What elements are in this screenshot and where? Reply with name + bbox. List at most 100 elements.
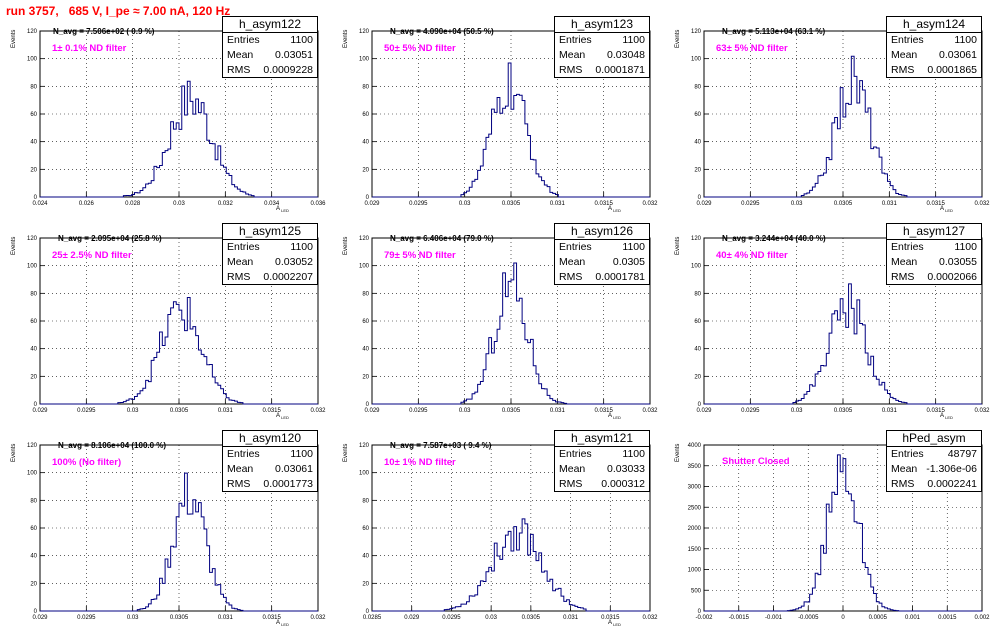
x-tick-label: 0.0285 xyxy=(363,615,382,621)
y-tick-label: 4000 xyxy=(688,443,702,449)
histogram-pad-h_asym121: 0.0285 0.029 0.0295 0.03 0.0305 0.031 0.0315 0.… xyxy=(332,428,664,635)
x-tick-label: 0.029 xyxy=(364,201,380,207)
stats-key: Mean xyxy=(227,256,254,268)
stats-key: Entries xyxy=(227,241,260,253)
y-tick-label: 3000 xyxy=(688,485,702,491)
y-axis-label: Events xyxy=(675,443,681,462)
stats-row-mean: Mean 0.03052 xyxy=(223,255,317,270)
stats-key: Mean xyxy=(227,49,254,61)
navg-label: N_avg = 2.095e+04 (25.8 %) xyxy=(58,234,162,243)
y-tick-label: 20 xyxy=(30,374,37,380)
stats-key: RMS xyxy=(227,271,251,283)
x-axis-label: A LED xyxy=(608,413,621,421)
y-tick-label: 60 xyxy=(30,526,37,532)
stats-box: h_asym120 Entries 1100 Mean 0.03061 RMS 0.0001… xyxy=(222,430,318,492)
y-tick-label: 60 xyxy=(362,526,369,532)
stats-row-mean: Mean 0.03061 xyxy=(223,462,317,477)
y-tick-label: 0 xyxy=(34,402,38,408)
run-header: run 3757, 685 V, I_pe ≈ 7.00 nA, 120 Hz xyxy=(6,4,231,18)
histogram-line xyxy=(704,283,982,405)
y-tick-label: 120 xyxy=(691,29,702,35)
x-tick-label: 0.0315 xyxy=(262,408,281,414)
stats-key: Mean xyxy=(891,49,918,61)
stats-key: Entries xyxy=(891,34,924,46)
filter-label: 40± 4% ND filter xyxy=(716,250,788,261)
x-tick-label: 0.03 xyxy=(173,201,185,207)
y-tick-label: 2500 xyxy=(688,505,702,511)
x-tick-label: 0.0305 xyxy=(834,408,853,414)
histogram-grid: 0.024 0.026 0.028 0.03 0.032 0.034 0.036 0 20 40 6… xyxy=(11,14,996,627)
navg-label: N_avg = 5.113e+04 (63.1 %) xyxy=(722,27,826,36)
histogram-pad-h_asym124: 0.029 0.0295 0.03 0.0305 0.031 0.0315 0.032 0 20… xyxy=(664,14,996,221)
y-axis-label: Events xyxy=(675,29,681,48)
x-tick-label: 0.0295 xyxy=(442,615,461,621)
y-tick-label: 120 xyxy=(359,29,370,35)
y-tick-label: 0 xyxy=(34,195,38,201)
stats-value: 0.000312 xyxy=(601,478,645,490)
x-tick-label: 0.0305 xyxy=(502,408,521,414)
stats-key: Entries xyxy=(559,34,592,46)
y-tick-label: 0 xyxy=(366,609,370,615)
histogram-plot: 0.0285 0.029 0.0295 0.03 0.0305 0.031 0.0315 0.… xyxy=(359,443,658,621)
stats-row-entries: Entries 1100 xyxy=(887,33,981,48)
x-tick-label: 0.0015 xyxy=(938,615,957,621)
stats-value: 0.0002066 xyxy=(927,271,977,283)
x-tick-label: 0.031 xyxy=(882,201,898,207)
stats-key: Entries xyxy=(227,34,260,46)
stats-value: 0.03033 xyxy=(607,463,645,475)
stats-value: 0.03055 xyxy=(939,256,977,268)
stats-key: Entries xyxy=(891,241,924,253)
stats-value: 0.0009228 xyxy=(263,64,313,76)
x-tick-label: 0.031 xyxy=(550,201,566,207)
stats-row-entries: Entries 48797 xyxy=(887,447,981,462)
x-tick-label: 0.0305 xyxy=(502,201,521,207)
y-tick-label: 1500 xyxy=(688,547,702,553)
y-tick-label: 2000 xyxy=(688,526,702,532)
histogram-pad-hPed_asym: -0.002 -0.0015 -0.001 -0.0005 0 0.0005 0.001 0.… xyxy=(664,428,996,635)
y-tick-label: 100 xyxy=(359,264,370,270)
stats-title: h_asym124 xyxy=(887,17,981,33)
stats-row-mean: Mean 0.03055 xyxy=(887,255,981,270)
stats-title: h_asym122 xyxy=(223,17,317,33)
stats-key: Mean xyxy=(891,463,918,475)
y-tick-label: 40 xyxy=(694,140,701,146)
stats-box: h_asym126 Entries 1100 Mean 0.0305 RMS 0.00017… xyxy=(554,223,650,285)
y-tick-label: 80 xyxy=(362,84,369,90)
stats-value: 1100 xyxy=(290,241,313,253)
x-tick-label: 0.002 xyxy=(974,615,990,621)
y-tick-label: 40 xyxy=(362,554,369,560)
navg-label: N_avg = 3.244e+04 (40.0 %) xyxy=(722,234,826,243)
stats-row-entries: Entries 1100 xyxy=(555,240,649,255)
y-tick-label: 0 xyxy=(366,402,370,408)
stats-key: Entries xyxy=(559,448,592,460)
y-tick-label: 40 xyxy=(30,140,37,146)
stats-value: 0.0002241 xyxy=(927,478,977,490)
stats-row-rms: RMS 0.0001773 xyxy=(223,477,317,492)
x-tick-label: 0.031 xyxy=(218,408,234,414)
stats-row-rms: RMS 0.000312 xyxy=(555,477,649,492)
x-tick-label: 0.031 xyxy=(550,408,566,414)
x-tick-label: 0.034 xyxy=(264,201,280,207)
filter-label: 50± 5% ND filter xyxy=(384,43,456,54)
x-tick-label: 0 xyxy=(841,615,845,621)
y-tick-label: 100 xyxy=(27,471,38,477)
y-tick-label: 100 xyxy=(359,471,370,477)
y-tick-label: 120 xyxy=(359,236,370,242)
stats-row-rms: RMS 0.0002241 xyxy=(887,477,981,492)
stats-key: RMS xyxy=(559,478,583,490)
stats-row-rms: RMS 0.0001781 xyxy=(555,270,649,285)
x-tick-label: 0.029 xyxy=(696,201,712,207)
histogram-plot: 0.024 0.026 0.028 0.03 0.032 0.034 0.036 0 20 40 6… xyxy=(27,29,326,207)
y-tick-label: 20 xyxy=(694,374,701,380)
stats-value: 0.0001871 xyxy=(595,64,645,76)
y-tick-label: 120 xyxy=(27,443,38,449)
x-tick-label: 0.0315 xyxy=(594,201,613,207)
y-tick-label: 80 xyxy=(362,498,369,504)
histogram-plot: 0.029 0.0295 0.03 0.0305 0.031 0.0315 0.032 0 20… xyxy=(27,236,326,414)
x-tick-label: -0.0015 xyxy=(729,615,750,621)
stats-title: hPed_asym xyxy=(887,431,981,447)
filter-label: 10± 1% ND filter xyxy=(384,457,456,468)
x-tick-label: 0.032 xyxy=(310,408,326,414)
stats-box: h_asym123 Entries 1100 Mean 0.03048 RMS 0.0001… xyxy=(554,16,650,78)
stats-row-entries: Entries 1100 xyxy=(223,447,317,462)
